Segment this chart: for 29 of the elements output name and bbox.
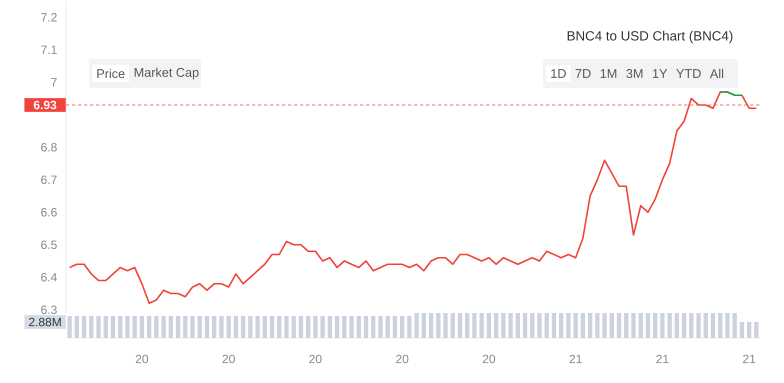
annotation: 1Y <box>652 69 668 78</box>
y-tick-label: 7 <box>51 78 57 86</box>
annotation: 3M <box>626 69 642 78</box>
y-tick-label: 7.2 <box>41 13 57 22</box>
y-tick-label: 7.1 <box>41 46 57 54</box>
y-tick-label: 6.8 <box>41 142 57 152</box>
text: 2.88M <box>29 318 61 326</box>
y-tick-label: 6.5 <box>41 240 57 250</box>
x-tick-label: 20 <box>136 354 148 364</box>
annotation: All <box>710 68 724 78</box>
annotation: 1D <box>551 69 566 78</box>
y-tick-label: 6.4 <box>41 272 57 282</box>
annotation: Market Cap <box>134 68 199 80</box>
x-tick-label: 20 <box>396 354 408 364</box>
annotation: 7D <box>576 69 591 78</box>
annotation: 1M <box>600 69 616 78</box>
x-tick-label: 20 <box>222 354 235 364</box>
ref-line-label: 6.93 <box>34 100 56 110</box>
y-tick-label: 6.3 <box>41 305 57 314</box>
x-tick-label: 20 <box>309 354 322 364</box>
y-tick-label: 6.6 <box>41 208 57 217</box>
x-tick-label: 21 <box>570 354 582 364</box>
x-tick-label: 20 <box>482 354 496 364</box>
x-tick-label: 21 <box>656 354 668 364</box>
x-tick-label: 21 <box>743 354 756 364</box>
text: BNC4 to USD Chart (BNC4) <box>568 30 732 44</box>
y-tick-label: 6.7 <box>41 175 57 184</box>
annotation: YTD <box>676 69 701 78</box>
annotation: Price <box>97 68 125 78</box>
